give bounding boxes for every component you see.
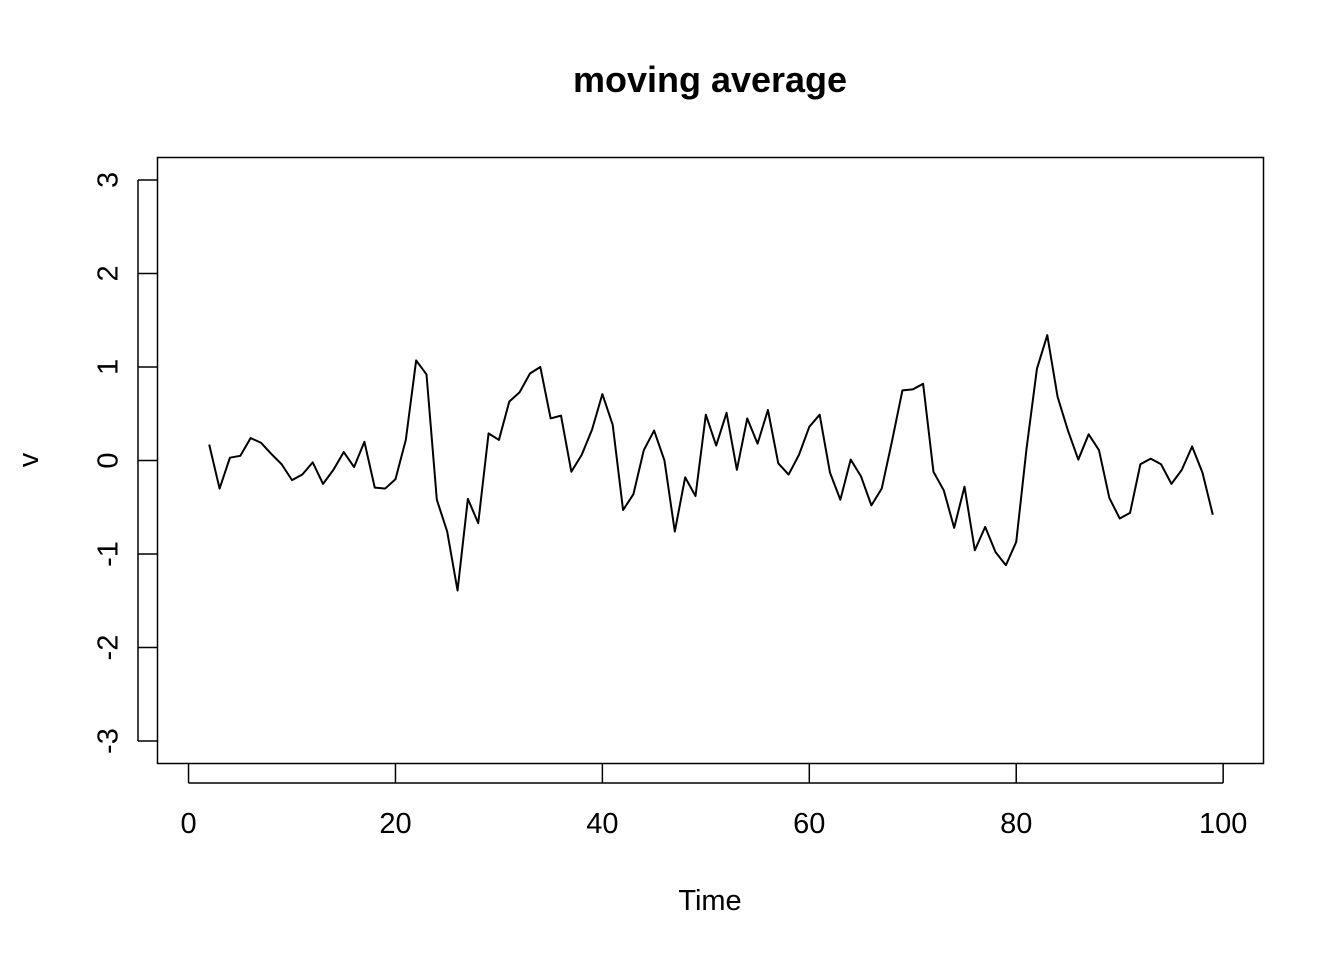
y-tick-label: 0 (93, 452, 125, 468)
y-axis-label: v (13, 452, 45, 467)
x-tick-label: 20 (379, 808, 411, 840)
y-tick-label: 3 (93, 172, 125, 188)
plot-frame (156, 156, 1265, 765)
x-tick-label: 0 (180, 808, 196, 840)
x-tick-label: 100 (1199, 808, 1247, 840)
x-tick-label: 40 (586, 808, 618, 840)
x-axis: 0 20 40 60 80 100 (180, 764, 1247, 840)
y-tick-label: -3 (93, 728, 125, 754)
y-tick-label: 1 (93, 359, 125, 375)
series-line (208, 334, 1214, 592)
series-layer (208, 334, 1214, 592)
y-tick-label: -2 (93, 635, 125, 661)
y-tick-label: -1 (93, 541, 125, 567)
x-axis-label: Time (678, 885, 741, 917)
y-tick-label: 2 (93, 265, 125, 281)
x-tick-label: 80 (1000, 808, 1032, 840)
chart-title: moving average (573, 59, 847, 100)
y-axis: -3 -2 -1 0 1 2 3 (93, 172, 157, 754)
x-tick-label: 60 (793, 808, 825, 840)
